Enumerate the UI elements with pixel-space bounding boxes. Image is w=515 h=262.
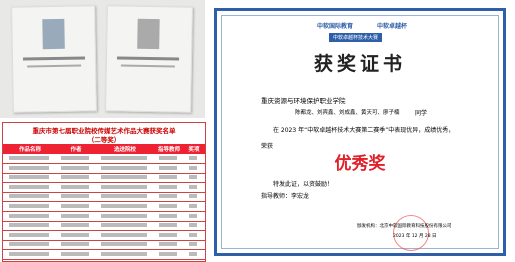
blurred-cell	[159, 204, 177, 208]
blurred-cell	[189, 204, 197, 208]
certificate-title: 获奖证书	[217, 49, 503, 76]
blurred-cell	[61, 175, 89, 179]
students: 陈都龙、刘宾鑫、刘成鑫、黄天可、廖子楠	[295, 108, 400, 116]
body: 在 2023 年“中软卓越杯技术大赛第二赛季”中表现优异，成绩优秀，	[273, 125, 454, 134]
blurred-cell	[159, 194, 177, 198]
header-cell: 选送院校	[97, 145, 153, 153]
table-row	[3, 212, 205, 222]
award: 优秀奖	[217, 149, 503, 174]
table-row	[3, 231, 205, 241]
blurred-cell	[101, 194, 147, 198]
blurred-cell	[9, 233, 49, 237]
blurred-cell	[61, 233, 89, 237]
blurred-cell	[61, 166, 89, 170]
text-line	[117, 56, 179, 60]
blurred-cell	[9, 252, 49, 256]
blurred-cell	[159, 223, 177, 227]
table-row	[3, 154, 205, 164]
closing: 特发此证，以资鼓励！	[273, 179, 333, 188]
blurred-cell	[61, 252, 89, 256]
table-header: 作品名称作者选送院校指导教师奖项	[3, 144, 205, 154]
blurred-cell	[101, 233, 147, 237]
table-row	[3, 192, 205, 202]
school: 重庆资源与环境保护职业学院	[261, 95, 346, 105]
blurred-cell	[61, 194, 89, 198]
header-cell: 作者	[57, 145, 95, 153]
emblem	[137, 19, 160, 49]
blurred-cell	[159, 242, 177, 246]
award-table: 重庆市第七届职业院校传媒艺术作品大赛获奖名单 （二等奖） 作品名称作者选送院校指…	[2, 122, 206, 262]
blurred-cell	[189, 156, 197, 160]
table-row	[3, 221, 205, 231]
blurred-cell	[159, 175, 177, 179]
blurred-cell	[9, 214, 49, 218]
blurred-cell	[101, 185, 147, 189]
blurred-cell	[159, 156, 177, 160]
issuer: 颁发机构：北京中软国际教育科技股份有限公司	[357, 223, 452, 229]
blurred-cell	[101, 204, 147, 208]
header-cell: 作品名称	[5, 145, 55, 153]
blurred-cell	[189, 233, 197, 237]
suffix: 同学	[415, 108, 427, 117]
text-line	[27, 65, 81, 68]
certificate-photo	[105, 5, 193, 112]
blurred-cell	[189, 175, 197, 179]
photo-area	[0, 0, 205, 118]
text-line	[121, 65, 175, 68]
date: 2023 年 12 月 28 日	[393, 233, 437, 239]
blurred-cell	[159, 233, 177, 237]
emblem	[42, 19, 65, 49]
table-row	[3, 250, 205, 260]
blurred-cell	[9, 185, 49, 189]
blurred-cell	[159, 185, 177, 189]
table-body	[3, 154, 205, 260]
header-cell: 奖项	[185, 145, 203, 153]
table-row	[3, 183, 205, 193]
blurred-cell	[101, 242, 147, 246]
blurred-cell	[159, 166, 177, 170]
blurred-cell	[61, 185, 89, 189]
table-row	[3, 164, 205, 174]
blurred-cell	[189, 242, 197, 246]
blurred-cell	[101, 156, 147, 160]
logo-right: 中软卓越杯	[377, 21, 407, 30]
header-cell: 指导教师	[155, 145, 183, 153]
blurred-cell	[9, 166, 49, 170]
blurred-cell	[9, 175, 49, 179]
table-row	[3, 240, 205, 250]
table-row	[3, 202, 205, 212]
blurred-cell	[9, 194, 49, 198]
blurred-cell	[9, 242, 49, 246]
blurred-cell	[189, 223, 197, 227]
page: 重庆市第七届职业院校传媒艺术作品大赛获奖名单 （二等奖） 作品名称作者选送院校指…	[0, 0, 515, 262]
blurred-cell	[9, 223, 49, 227]
blurred-cell	[189, 214, 197, 218]
blurred-cell	[61, 204, 89, 208]
banner: 中软卓越杯技术大赛	[329, 33, 382, 42]
blurred-cell	[61, 156, 89, 160]
blurred-cell	[189, 194, 197, 198]
certificate-photo	[11, 5, 97, 112]
table-row	[3, 173, 205, 183]
blurred-cell	[159, 214, 177, 218]
blurred-cell	[101, 166, 147, 170]
blurred-cell	[189, 185, 197, 189]
blurred-cell	[9, 156, 49, 160]
blurred-cell	[9, 204, 49, 208]
blurred-cell	[101, 252, 147, 256]
blurred-cell	[101, 214, 147, 218]
blurred-cell	[159, 252, 177, 256]
blurred-cell	[61, 242, 89, 246]
table-subtitle: （二等奖）	[3, 134, 205, 144]
blurred-cell	[101, 175, 147, 179]
teacher: 指导教师：李宏龙	[261, 191, 309, 200]
logo-left: 中软国际教育	[317, 21, 353, 30]
blurred-cell	[189, 166, 197, 170]
certificate: 中软国际教育 中软卓越杯 中软卓越杯技术大赛 获奖证书 重庆资源与环境保护职业学…	[214, 8, 506, 256]
blurred-cell	[61, 223, 89, 227]
text-line	[23, 56, 85, 60]
blurred-cell	[189, 252, 197, 256]
blurred-cell	[61, 214, 89, 218]
blurred-cell	[101, 223, 147, 227]
